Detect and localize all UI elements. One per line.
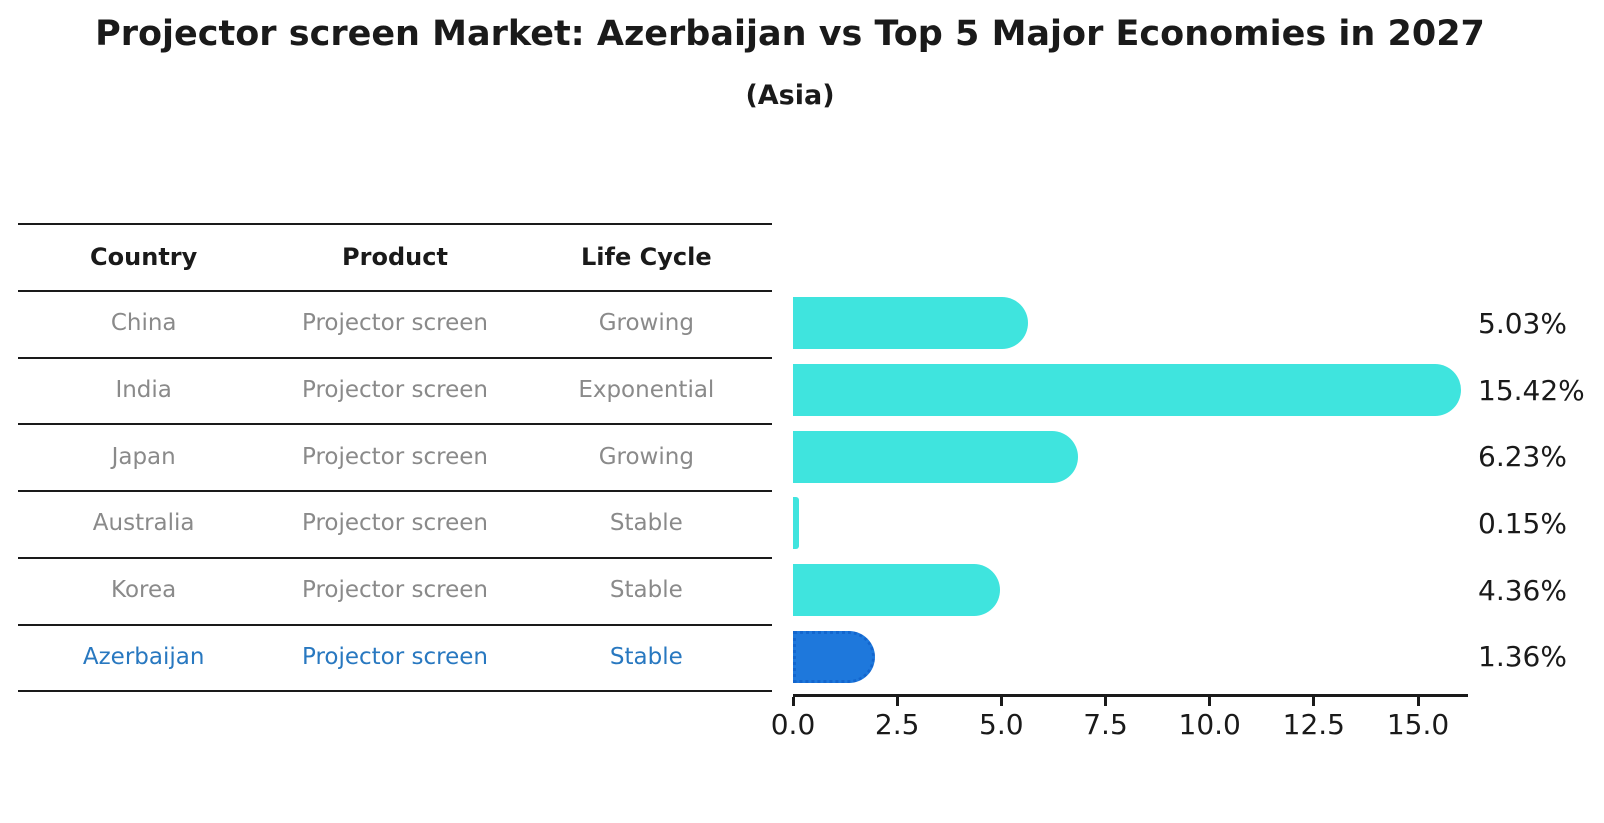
x-tick-mark <box>1312 697 1316 706</box>
bar-korea <box>793 564 1000 617</box>
column-header-country: Country <box>90 242 198 271</box>
bar-row <box>793 423 1473 490</box>
cell-country: Japan <box>111 443 176 470</box>
table-rule <box>18 356 772 359</box>
bar-value-label: 1.36% <box>1478 640 1567 674</box>
table-rule <box>18 490 772 493</box>
bar-india <box>793 364 1461 417</box>
bar-row <box>793 624 1473 691</box>
table-rule <box>18 623 772 626</box>
x-tick-mark <box>791 697 795 706</box>
bar-value-label: 5.03% <box>1478 306 1567 340</box>
bar-australia <box>793 497 800 550</box>
table-row: Korea Projector screen Stable <box>18 557 772 624</box>
bar-china <box>793 297 1028 350</box>
cell-product: Projector screen <box>301 510 488 537</box>
cell-product: Projector screen <box>301 310 488 337</box>
cell-product: Projector screen <box>301 643 488 670</box>
table-rule <box>18 690 772 693</box>
cell-country: Australia <box>92 510 195 537</box>
bar-row <box>793 290 1473 357</box>
cell-life-cycle: Stable <box>609 643 683 670</box>
bar-value-label: 15.42% <box>1478 373 1585 407</box>
x-axis: 0.0 2.5 5.0 7.5 10.0 12.5 15.0 <box>771 694 1468 754</box>
column-header-product: Product <box>342 242 448 271</box>
x-tick-mark <box>1208 697 1212 706</box>
x-tick-label: 10.0 <box>1178 708 1241 741</box>
cell-life-cycle: Growing <box>598 443 694 470</box>
bar-azerbaijan <box>793 630 875 683</box>
table-row: Japan Projector screen Growing <box>18 423 772 490</box>
column-header-life-cycle: Life Cycle <box>581 242 712 271</box>
x-tick-label: 5.0 <box>979 708 1024 741</box>
cell-product: Projector screen <box>301 377 488 404</box>
cell-country: Azerbaijan <box>82 643 205 670</box>
x-tick-label: 2.5 <box>874 708 920 741</box>
table-header-row: Country Product Life Cycle <box>18 223 772 290</box>
x-tick-label: 15.0 <box>1386 708 1450 741</box>
table-row: China Projector screen Growing <box>18 290 772 357</box>
table-rule <box>18 223 772 226</box>
x-tick-label: 12.5 <box>1282 708 1345 741</box>
table-row: India Projector screen Exponential <box>18 357 772 424</box>
table-rule <box>18 423 772 426</box>
x-tick-mark <box>895 697 899 706</box>
page-subtitle: (Asia) <box>745 80 835 111</box>
bar-row <box>793 357 1473 424</box>
table-row-highlighted: Azerbaijan Projector screen Stable <box>18 624 772 691</box>
cell-life-cycle: Stable <box>609 510 683 537</box>
cell-product: Projector screen <box>301 577 488 604</box>
bar-value-label: 4.36% <box>1478 573 1567 607</box>
cell-country: India <box>115 377 172 404</box>
x-tick-mark <box>999 697 1003 706</box>
x-tick-mark <box>1416 697 1420 706</box>
cell-country: Korea <box>111 577 177 604</box>
bar-value-label: 0.15% <box>1478 506 1567 540</box>
x-tick-label: 7.5 <box>1083 708 1128 741</box>
x-tick-mark <box>1104 697 1107 706</box>
bar-row <box>793 490 1473 557</box>
x-axis-line <box>793 694 1468 697</box>
bar-row <box>793 557 1473 624</box>
table-rule <box>18 556 772 559</box>
page-title: Projector screen Market: Azerbaijan vs T… <box>95 14 1485 54</box>
x-tick-label: 0.0 <box>770 708 816 741</box>
cell-product: Projector screen <box>301 443 488 470</box>
cell-country: China <box>110 310 177 337</box>
cell-life-cycle: Growing <box>598 310 694 337</box>
table-rule <box>18 290 772 292</box>
table-row: Australia Projector screen Stable <box>18 490 772 557</box>
cell-life-cycle: Stable <box>609 577 683 604</box>
bar-value-label: 6.23% <box>1478 440 1567 474</box>
cell-life-cycle: Exponential <box>578 377 715 404</box>
bar-japan <box>793 430 1078 483</box>
